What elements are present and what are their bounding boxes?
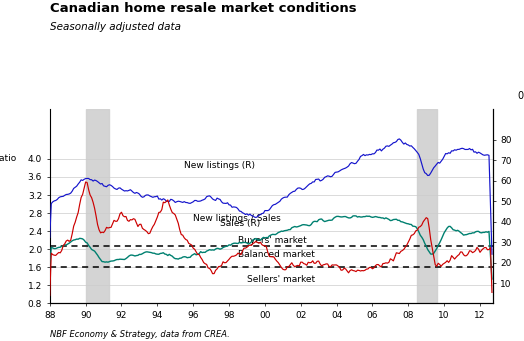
- Text: Buyers' market: Buyers' market: [238, 236, 307, 246]
- Text: Balanced market: Balanced market: [238, 250, 315, 259]
- Bar: [85, 109, 109, 303]
- Text: Sellers' market: Sellers' market: [247, 275, 315, 284]
- Text: NBF Economy & Strategy, data from CREA.: NBF Economy & Strategy, data from CREA.: [50, 330, 230, 339]
- Text: Seasonally adjusted data: Seasonally adjusted data: [50, 22, 181, 32]
- Text: Canadian home resale market conditions: Canadian home resale market conditions: [50, 2, 356, 15]
- Text: 000: 000: [517, 91, 524, 101]
- Text: Sales (R): Sales (R): [220, 219, 260, 228]
- Text: New listings (R): New listings (R): [184, 161, 255, 170]
- Text: New listings / Sales: New listings / Sales: [193, 214, 281, 223]
- Text: Ratio: Ratio: [0, 154, 17, 163]
- Bar: [417, 109, 437, 303]
